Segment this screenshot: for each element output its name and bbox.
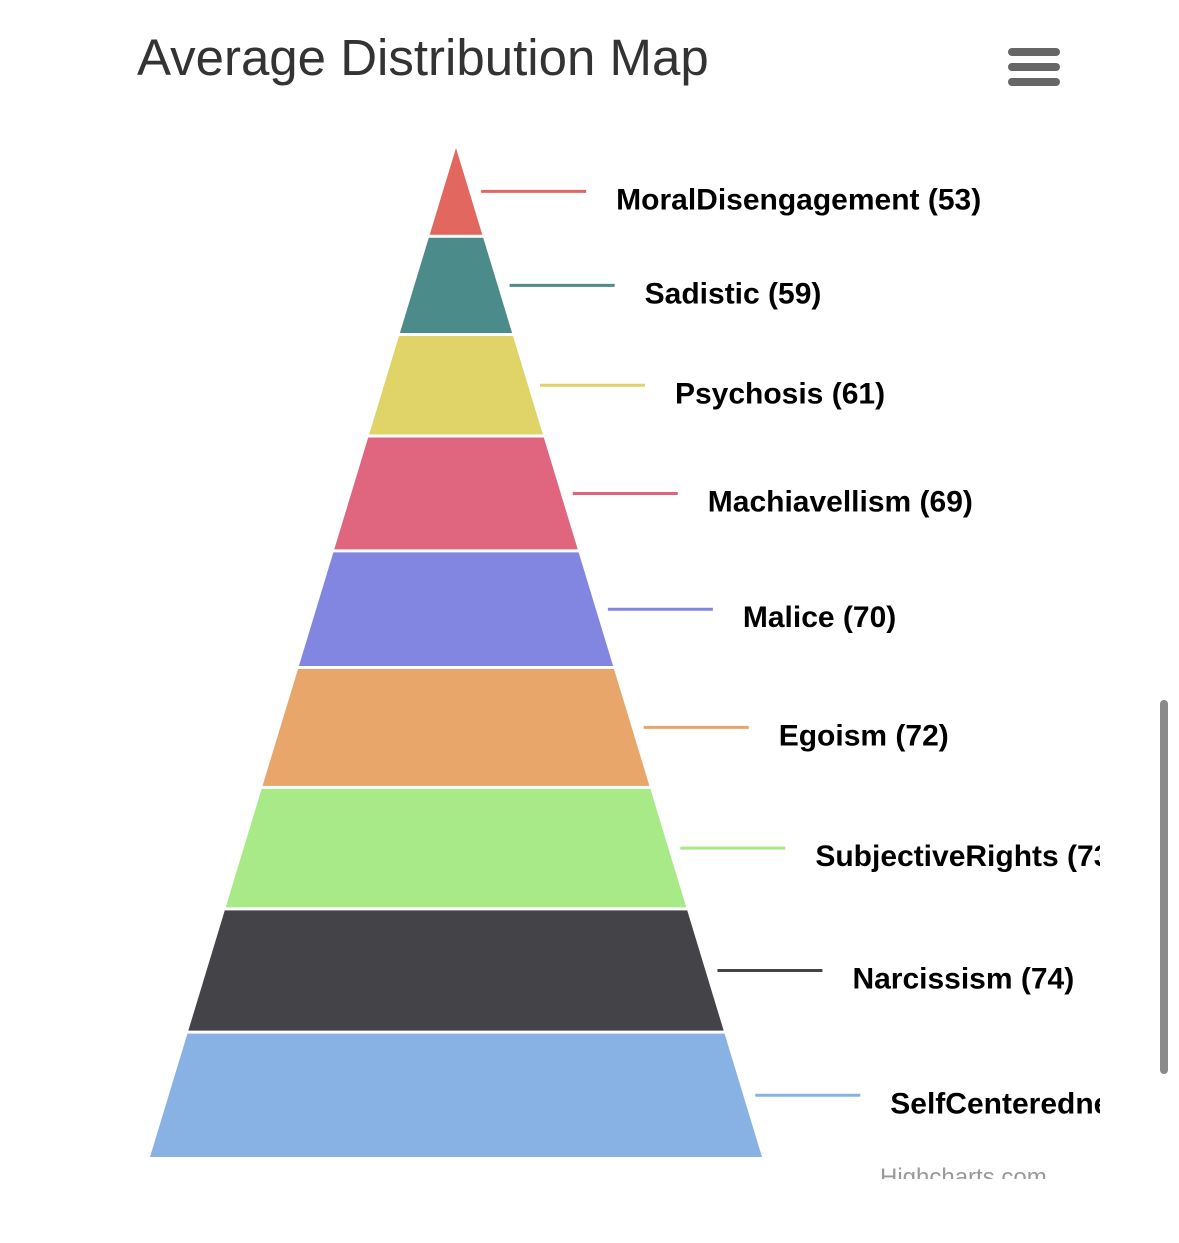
chart-title: Average Distribution Map	[137, 29, 709, 86]
pyramid-segment-moraldisengagement[interactable]	[429, 148, 483, 235]
pyramid-segment-selfcenteredness[interactable]	[150, 1033, 762, 1157]
data-label-machiavellism: Machiavellism (69)	[708, 485, 973, 518]
pyramid-chart: MoralDisengagement (53) Sadistic (59) Psyc…	[150, 148, 1100, 1157]
chart-credits[interactable]: Highcharts.com	[880, 1164, 1047, 1179]
vertical-scrollbar[interactable]	[1158, 700, 1170, 1074]
pyramid-segment-narcissism[interactable]	[188, 910, 724, 1031]
pyramid-segment-subjectiverights[interactable]	[225, 788, 687, 908]
data-label-malice: Malice (70)	[743, 601, 896, 634]
data-label-egoism: Egoism (72)	[779, 719, 949, 752]
data-label-sadistic: Sadistic (59)	[645, 277, 822, 310]
pyramid-segment-malice[interactable]	[298, 552, 614, 666]
pyramid-segment-machiavellism[interactable]	[334, 437, 578, 550]
pyramid-segment-psychosis[interactable]	[369, 335, 543, 435]
data-label-narcissism: Narcissism (74)	[852, 963, 1074, 996]
data-label-moraldisengagement: MoralDisengagement (53)	[616, 183, 981, 216]
pyramid-segment-egoism[interactable]	[262, 668, 650, 786]
chart-context-menu-button[interactable]	[1002, 42, 1066, 94]
data-label-psychosis: Psychosis (61)	[675, 377, 885, 410]
chart-plot-area: MoralDisengagement (53) Sadistic (59) Psyc…	[150, 148, 1100, 1157]
scrollbar-thumb[interactable]	[1160, 700, 1168, 1074]
data-label-selfcenteredness: SelfCenteredness (75)	[890, 1087, 1100, 1120]
data-label-subjectiverights: SubjectiveRights (73)	[815, 840, 1100, 873]
pyramid-segment-sadistic[interactable]	[399, 237, 513, 333]
